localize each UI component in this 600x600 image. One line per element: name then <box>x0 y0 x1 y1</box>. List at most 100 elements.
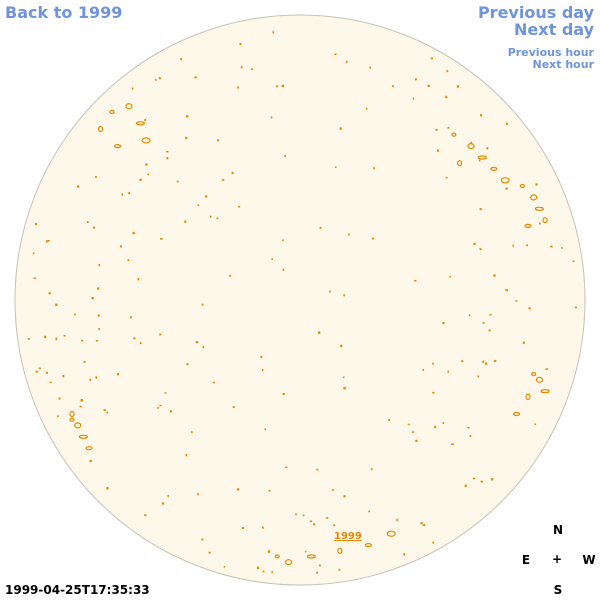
field-speck <box>195 341 199 344</box>
field-speck <box>251 68 253 71</box>
field-speck <box>445 95 448 99</box>
year-label[interactable]: 1999 <box>334 531 362 542</box>
field-speck <box>482 322 485 324</box>
field-speck <box>313 523 316 526</box>
field-speck <box>49 381 52 384</box>
field-speck <box>157 406 159 409</box>
field-speck <box>167 494 169 497</box>
field-speck <box>97 314 100 317</box>
field-speck <box>267 550 271 553</box>
previous-hour-link[interactable]: Previous hour <box>507 46 594 59</box>
field-speck <box>427 84 430 87</box>
field-speck <box>477 375 480 378</box>
field-speck <box>451 443 454 446</box>
field-speck <box>35 222 38 226</box>
field-speck <box>144 514 147 517</box>
field-speck <box>94 176 97 178</box>
field-speck <box>365 107 368 110</box>
field-speck <box>237 86 239 89</box>
field-speck <box>561 247 563 249</box>
field-speck <box>98 264 101 267</box>
field-speck <box>545 368 548 370</box>
field-speck <box>412 431 415 433</box>
field-speck <box>396 518 399 522</box>
field-speck <box>164 392 167 394</box>
field-speck <box>388 419 390 421</box>
next-day-link[interactable]: Next day <box>514 20 594 39</box>
field-speck <box>145 163 148 166</box>
field-speck <box>191 431 193 433</box>
field-speck <box>38 367 41 370</box>
compass-south: S <box>553 583 563 597</box>
field-speck <box>27 338 31 340</box>
field-speck <box>229 274 231 277</box>
active-region-west-limb-north-marker <box>542 217 548 224</box>
field-speck <box>97 287 100 290</box>
field-speck <box>373 167 375 170</box>
field-speck <box>63 334 66 337</box>
field-speck <box>55 303 58 306</box>
field-speck <box>506 122 508 125</box>
back-to-year-link[interactable]: Back to 1999 <box>5 3 123 22</box>
compass-north: N <box>552 523 564 537</box>
field-speck <box>238 205 241 208</box>
field-speck <box>342 376 345 378</box>
field-speck <box>120 245 122 248</box>
field-speck <box>87 221 89 223</box>
field-speck <box>304 550 307 553</box>
field-speck <box>318 331 321 334</box>
active-region-east-north-marker <box>113 144 122 149</box>
field-speck <box>223 566 226 568</box>
field-speck <box>209 215 212 218</box>
field-speck <box>415 439 418 442</box>
active-region-east-north-marker <box>109 109 115 115</box>
active-region-west-limb-north-marker <box>530 194 538 201</box>
field-speck <box>407 423 410 426</box>
field-speck <box>170 410 172 413</box>
field-speck <box>480 114 482 117</box>
field-speck <box>276 85 278 88</box>
field-speck <box>310 520 313 523</box>
field-speck <box>447 370 450 373</box>
active-region-east-limb-south-marker <box>69 417 75 422</box>
field-speck <box>194 76 197 79</box>
field-speck <box>473 242 476 245</box>
field-speck <box>48 292 51 295</box>
field-speck <box>106 411 108 414</box>
previous-day-link[interactable]: Previous day <box>477 3 594 22</box>
field-speck <box>338 568 341 571</box>
field-speck <box>574 306 577 309</box>
field-speck <box>282 239 284 242</box>
field-speck <box>268 489 271 492</box>
field-speck <box>319 226 322 229</box>
field-speck <box>285 466 288 469</box>
field-speck <box>340 344 343 348</box>
field-speck <box>166 156 169 160</box>
field-speck <box>162 502 165 505</box>
field-speck <box>117 373 120 376</box>
field-speck <box>302 514 305 517</box>
field-speck <box>479 208 482 211</box>
active-region-south-marker <box>364 542 372 548</box>
field-speck <box>83 361 86 363</box>
field-speck <box>147 173 149 176</box>
active-region-east-limb-south-marker <box>74 422 82 429</box>
field-speck <box>159 333 162 336</box>
active-region-east-limb-south-marker <box>85 446 93 451</box>
field-speck <box>204 195 208 198</box>
field-speck <box>186 363 189 366</box>
field-speck <box>468 314 471 317</box>
field-speck <box>295 513 297 516</box>
active-region-east-north-marker <box>135 121 145 126</box>
field-speck <box>81 339 84 342</box>
active-region-west-limb-north-marker <box>519 183 525 189</box>
field-speck <box>45 240 48 243</box>
next-hour-link[interactable]: Next hour <box>532 58 595 71</box>
field-speck <box>445 176 448 179</box>
active-region-northwest-marker <box>477 155 487 160</box>
field-speck <box>160 238 163 240</box>
field-speck <box>430 57 433 60</box>
field-speck <box>197 204 200 207</box>
field-speck <box>35 370 38 373</box>
field-speck <box>332 489 334 491</box>
